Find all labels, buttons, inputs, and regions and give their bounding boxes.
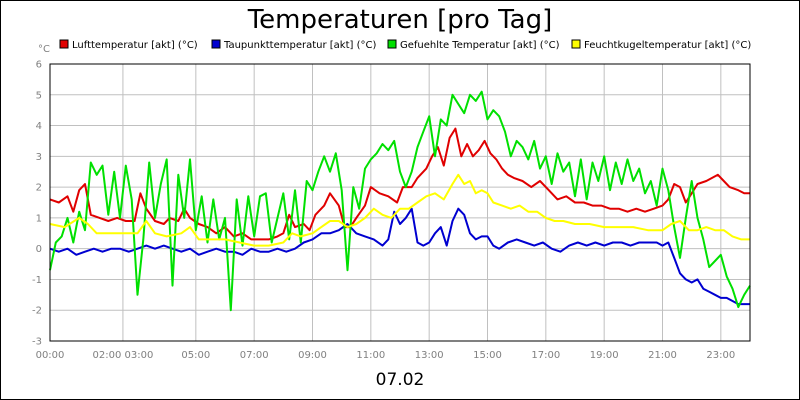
y-axis-unit-label: °C bbox=[38, 44, 50, 55]
x-tick-label: 11:00 bbox=[356, 350, 385, 361]
legend-swatch bbox=[211, 39, 221, 49]
series-line-2 bbox=[49, 207, 750, 306]
y-tick-label: 2 bbox=[36, 183, 42, 194]
y-tick-label: 3 bbox=[36, 152, 42, 163]
y-tick-label: 0 bbox=[36, 244, 42, 255]
x-tick-label: 13:00 bbox=[415, 350, 444, 361]
x-tick-label: 02:00 03:00 bbox=[93, 350, 154, 361]
x-tick-label: 15:00 bbox=[473, 350, 502, 361]
series-line-3 bbox=[49, 90, 751, 312]
x-tick-label: 23:00 bbox=[706, 350, 735, 361]
y-tick-label: -2 bbox=[32, 306, 42, 317]
series-lines bbox=[49, 90, 751, 312]
legend-label: Taupunkttemperatur [akt] (°C) bbox=[223, 40, 376, 51]
y-tick-label: 1 bbox=[36, 213, 42, 224]
plot-border bbox=[49, 63, 751, 342]
x-tick-label: 00:00 bbox=[36, 350, 65, 361]
legend-label: Lufttemperatur [akt] (°C) bbox=[72, 40, 198, 51]
legend-swatch bbox=[59, 39, 69, 49]
plot-area bbox=[50, 64, 750, 341]
date-label: 07.02 bbox=[376, 370, 425, 390]
legend-label: Gefuehlte Temperatur [akt] (°C) bbox=[400, 40, 560, 51]
y-tick-label: -3 bbox=[32, 337, 42, 348]
x-tick-label: 07:00 bbox=[240, 350, 269, 361]
series-line-4 bbox=[49, 173, 750, 247]
y-tick-label: 5 bbox=[36, 90, 42, 101]
legend: Lufttemperatur [akt] (°C) Taupunkttempera… bbox=[59, 39, 751, 51]
chart-title: Temperaturen [pro Tag] bbox=[247, 5, 553, 35]
x-tick-label: 19:00 bbox=[590, 350, 619, 361]
y-tick-label: -1 bbox=[32, 275, 42, 286]
y-tick-label: 4 bbox=[36, 121, 42, 132]
legend-swatch bbox=[571, 39, 581, 49]
y-tick-label: 6 bbox=[36, 60, 42, 71]
y-tick-labels: 6 5 4 3 2 1 0 -1 -2 -3 bbox=[32, 60, 42, 348]
x-tick-label: 05:00 bbox=[181, 350, 210, 361]
x-tick-label: 09:00 bbox=[298, 350, 327, 361]
grid bbox=[50, 64, 750, 341]
x-tick-labels: 00:00 02:00 03:00 05:00 07:00 09:00 11:00 13:0… bbox=[36, 350, 736, 361]
x-tick-label: 17:00 bbox=[531, 350, 560, 361]
legend-label: Feuchtkugeltemperatur [akt] (°C) bbox=[584, 40, 751, 51]
legend-swatch bbox=[387, 39, 397, 49]
x-tick-label: 21:00 bbox=[648, 350, 677, 361]
